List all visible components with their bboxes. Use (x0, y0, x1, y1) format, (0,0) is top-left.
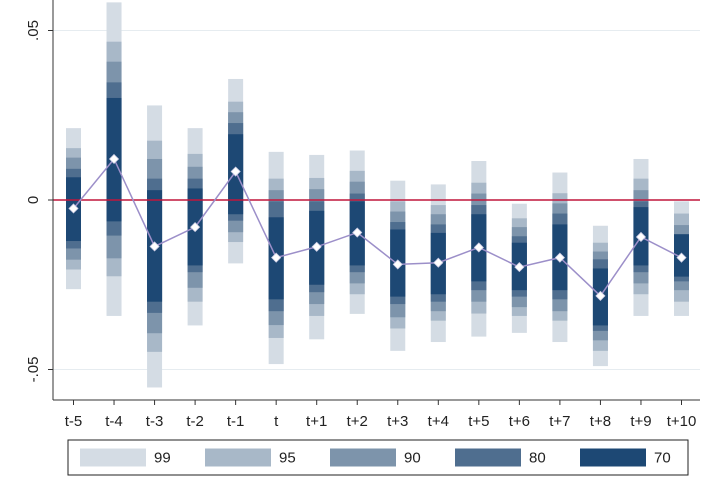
estimate-line-layer (72, 157, 682, 298)
point-estimate-t+10 (676, 252, 687, 263)
point-estimate-t+6 (514, 262, 525, 273)
point-estimate-t-2 (190, 222, 201, 233)
legend-label-80: 80 (529, 450, 546, 467)
estimate-line (72, 157, 682, 298)
legend: 99 95 90 80 70 (67, 439, 689, 476)
x-tick-label: t+10 (667, 413, 697, 430)
legend-swatch-80 (455, 448, 521, 467)
x-tick-label: t+7 (549, 413, 570, 430)
point-estimate-t+4 (433, 257, 444, 268)
x-tick-label: t-1 (227, 413, 245, 430)
x-tick-label: t+2 (347, 413, 368, 430)
x-tick-label: t-2 (186, 413, 204, 430)
x-tick-label: t+8 (590, 413, 611, 430)
legend-swatch-90 (330, 448, 396, 467)
bars-layer (66, 2, 689, 388)
point-estimate-t+9 (635, 231, 647, 243)
x-tick-label: t+4 (428, 413, 449, 430)
y-tick-label: -.05 (25, 357, 42, 383)
x-tick-label: t+5 (468, 413, 489, 430)
x-tick-label: t-5 (65, 413, 83, 430)
x-tick-label: t-4 (105, 413, 123, 430)
legend-label-70: 70 (654, 450, 671, 467)
point-estimate-t-3 (149, 241, 160, 252)
point-estimate-t+8 (595, 290, 606, 301)
marker-layer (68, 153, 687, 301)
legend-label-99: 99 (154, 450, 171, 467)
y-tick-label: .05 (25, 20, 42, 41)
point-estimate-t-5 (68, 203, 79, 214)
x-tick-label: t-3 (146, 413, 164, 430)
point-estimate-t (271, 252, 282, 263)
y-tick-label: 0 (25, 196, 42, 204)
point-estimate-t+2 (352, 227, 363, 238)
x-tick-label: t+3 (387, 413, 408, 430)
point-estimate-t+1 (311, 241, 322, 252)
x-tick-label: t (274, 413, 279, 430)
x-tick-label: t+9 (630, 413, 651, 430)
x-tick-label: t+6 (509, 413, 530, 430)
legend-swatch-95 (205, 448, 271, 467)
point-estimate-t-1 (230, 166, 241, 177)
x-tick-label: t+1 (306, 413, 327, 430)
point-estimate-t+3 (392, 259, 403, 270)
point-estimate-t+5 (473, 242, 484, 253)
point-estimate-t-4 (108, 153, 120, 165)
point-estimate-t+7 (554, 252, 565, 263)
legend-swatch-99 (80, 448, 146, 467)
legend-label-95: 95 (279, 450, 296, 467)
legend-label-90: 90 (404, 450, 421, 467)
legend-swatch-70 (580, 448, 646, 467)
axis-layer: .05 0 -.05 t-5 t-4 t-3 t-2 t-1 t t+1 t+2 t+3 t+4 t+5 t… (25, 0, 700, 430)
